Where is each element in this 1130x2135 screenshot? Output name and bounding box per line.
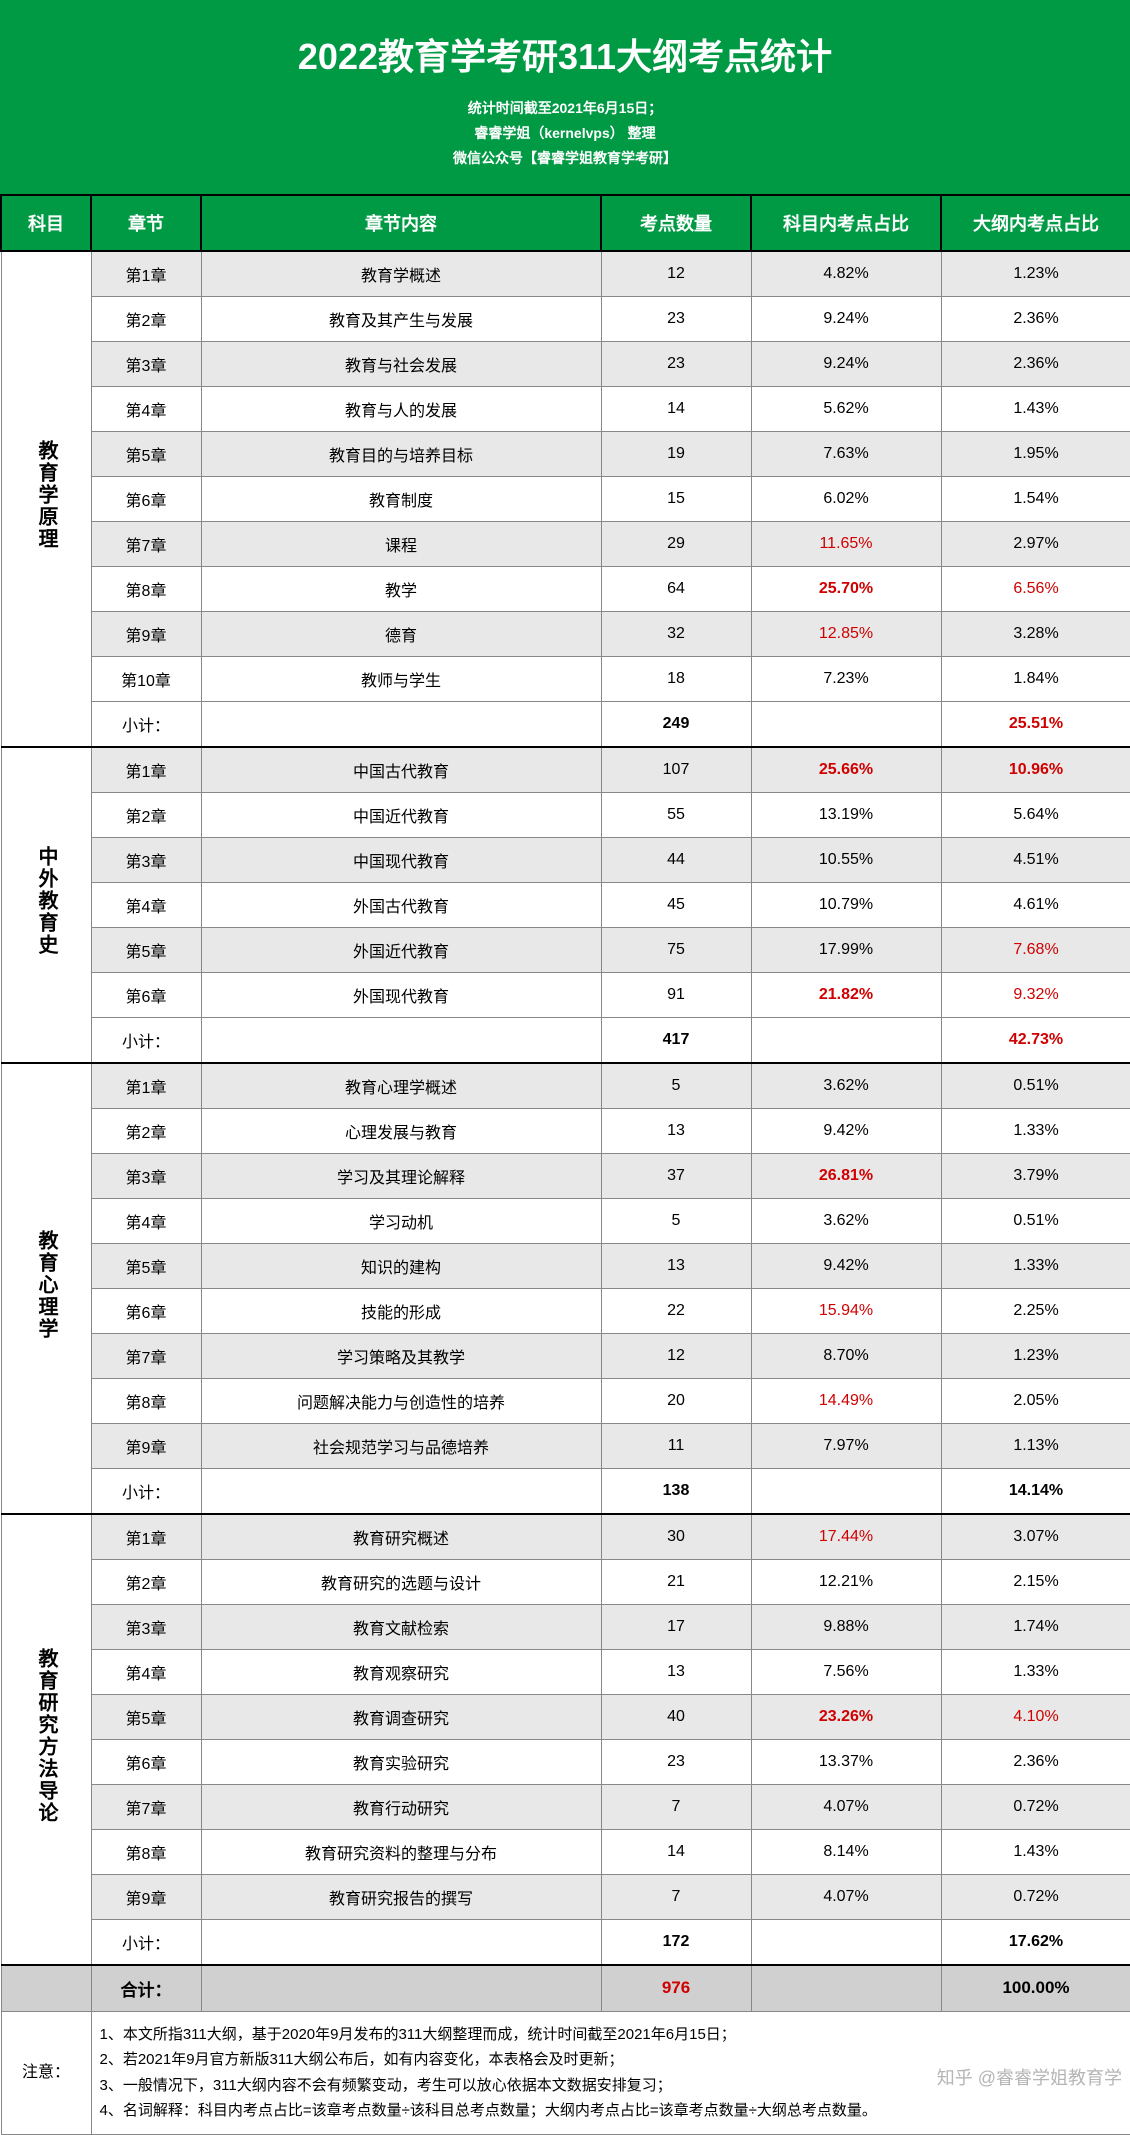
doc-title: 2022教育学考研311大纲考点统计: [0, 28, 1130, 80]
table-row: 第2章教育研究的选题与设计2112.21%2.15%: [1, 1559, 1130, 1604]
subject-cell: 教育学原理: [1, 251, 91, 747]
table-row: 第6章外国现代教育9121.82%9.32%: [1, 972, 1130, 1017]
table-row: 第4章教育与人的发展145.62%1.43%: [1, 386, 1130, 431]
table-row: 第9章社会规范学习与品德培养117.97%1.13%: [1, 1423, 1130, 1468]
notes-row: 注意：1、本文所指311大纲，基于2020年9月发布的311大纲整理而成，统计时…: [1, 2011, 1130, 2134]
col-pct-subject: 科目内考点占比: [751, 195, 941, 251]
table-row: 教育学原理第1章教育学概述124.82%1.23%: [1, 251, 1130, 297]
table-row: 教育心理学第1章教育心理学概述53.62%0.51%: [1, 1063, 1130, 1109]
table-row: 第2章心理发展与教育139.42%1.33%: [1, 1108, 1130, 1153]
doc-header: 2022教育学考研311大纲考点统计 统计时间截至2021年6月15日； 睿睿学…: [0, 0, 1130, 194]
col-subject: 科目: [1, 195, 91, 251]
table-row: 第9章德育3212.85%3.28%: [1, 611, 1130, 656]
table-wrapper: 科目 章节 章节内容 考点数量 科目内考点占比 大纲内考点占比 教育学原理第1章…: [0, 194, 1130, 2135]
table-row: 第4章学习动机53.62%0.51%: [1, 1198, 1130, 1243]
table-row: 第3章中国现代教育4410.55%4.51%: [1, 837, 1130, 882]
table-row: 第7章学习策略及其教学128.70%1.23%: [1, 1333, 1130, 1378]
col-content: 章节内容: [201, 195, 601, 251]
table-row: 第2章教育及其产生与发展239.24%2.36%: [1, 296, 1130, 341]
table-row: 第5章知识的建构139.42%1.33%: [1, 1243, 1130, 1288]
subtotal-row: 小计：17217.62%: [1, 1919, 1130, 1965]
subtotal-row: 小计：41742.73%: [1, 1017, 1130, 1063]
table-row: 第7章教育行动研究74.07%0.72%: [1, 1784, 1130, 1829]
col-chapter: 章节: [91, 195, 201, 251]
stats-table: 科目 章节 章节内容 考点数量 科目内考点占比 大纲内考点占比 教育学原理第1章…: [0, 194, 1130, 2135]
table-row: 第3章教育文献检索179.88%1.74%: [1, 1604, 1130, 1649]
notes-label: 注意：: [1, 2011, 91, 2134]
col-count: 考点数量: [601, 195, 751, 251]
subject-cell: 教育研究方法导论: [1, 1514, 91, 1965]
table-row: 第4章教育观察研究137.56%1.33%: [1, 1649, 1130, 1694]
subtotal-row: 小计：24925.51%: [1, 701, 1130, 747]
grand-total-row: 合计：976100.00%: [1, 1965, 1130, 2012]
table-row: 第3章学习及其理论解释3726.81%3.79%: [1, 1153, 1130, 1198]
table-header-row: 科目 章节 章节内容 考点数量 科目内考点占比 大纲内考点占比: [1, 195, 1130, 251]
table-row: 中外教育史第1章中国古代教育10725.66%10.96%: [1, 747, 1130, 793]
subtotal-row: 小计：13814.14%: [1, 1468, 1130, 1514]
table-row: 第5章教育调查研究4023.26%4.10%: [1, 1694, 1130, 1739]
table-row: 第6章技能的形成2215.94%2.25%: [1, 1288, 1130, 1333]
notes-content: 1、本文所指311大纲，基于2020年9月发布的311大纲整理而成，统计时间截至…: [91, 2011, 1130, 2134]
table-row: 第8章教育研究资料的整理与分布148.14%1.43%: [1, 1829, 1130, 1874]
subject-cell: 教育心理学: [1, 1063, 91, 1514]
table-row: 第7章课程2911.65%2.97%: [1, 521, 1130, 566]
table-row: 第8章问题解决能力与创造性的培养2014.49%2.05%: [1, 1378, 1130, 1423]
col-pct-outline: 大纲内考点占比: [941, 195, 1130, 251]
subject-cell: 中外教育史: [1, 747, 91, 1063]
table-row: 教育研究方法导论第1章教育研究概述3017.44%3.07%: [1, 1514, 1130, 1560]
table-row: 第8章教学6425.70%6.56%: [1, 566, 1130, 611]
table-row: 第2章中国近代教育5513.19%5.64%: [1, 792, 1130, 837]
table-row: 第9章教育研究报告的撰写74.07%0.72%: [1, 1874, 1130, 1919]
table-row: 第6章教育实验研究2313.37%2.36%: [1, 1739, 1130, 1784]
table-row: 第10章教师与学生187.23%1.84%: [1, 656, 1130, 701]
table-row: 第3章教育与社会发展239.24%2.36%: [1, 341, 1130, 386]
table-row: 第4章外国古代教育4510.79%4.61%: [1, 882, 1130, 927]
table-row: 第5章教育目的与培养目标197.63%1.95%: [1, 431, 1130, 476]
table-row: 第5章外国近代教育7517.99%7.68%: [1, 927, 1130, 972]
table-row: 第6章教育制度156.02%1.54%: [1, 476, 1130, 521]
doc-subtitle: 统计时间截至2021年6月15日； 睿睿学姐（kernelvps） 整理 微信公…: [0, 96, 1130, 172]
